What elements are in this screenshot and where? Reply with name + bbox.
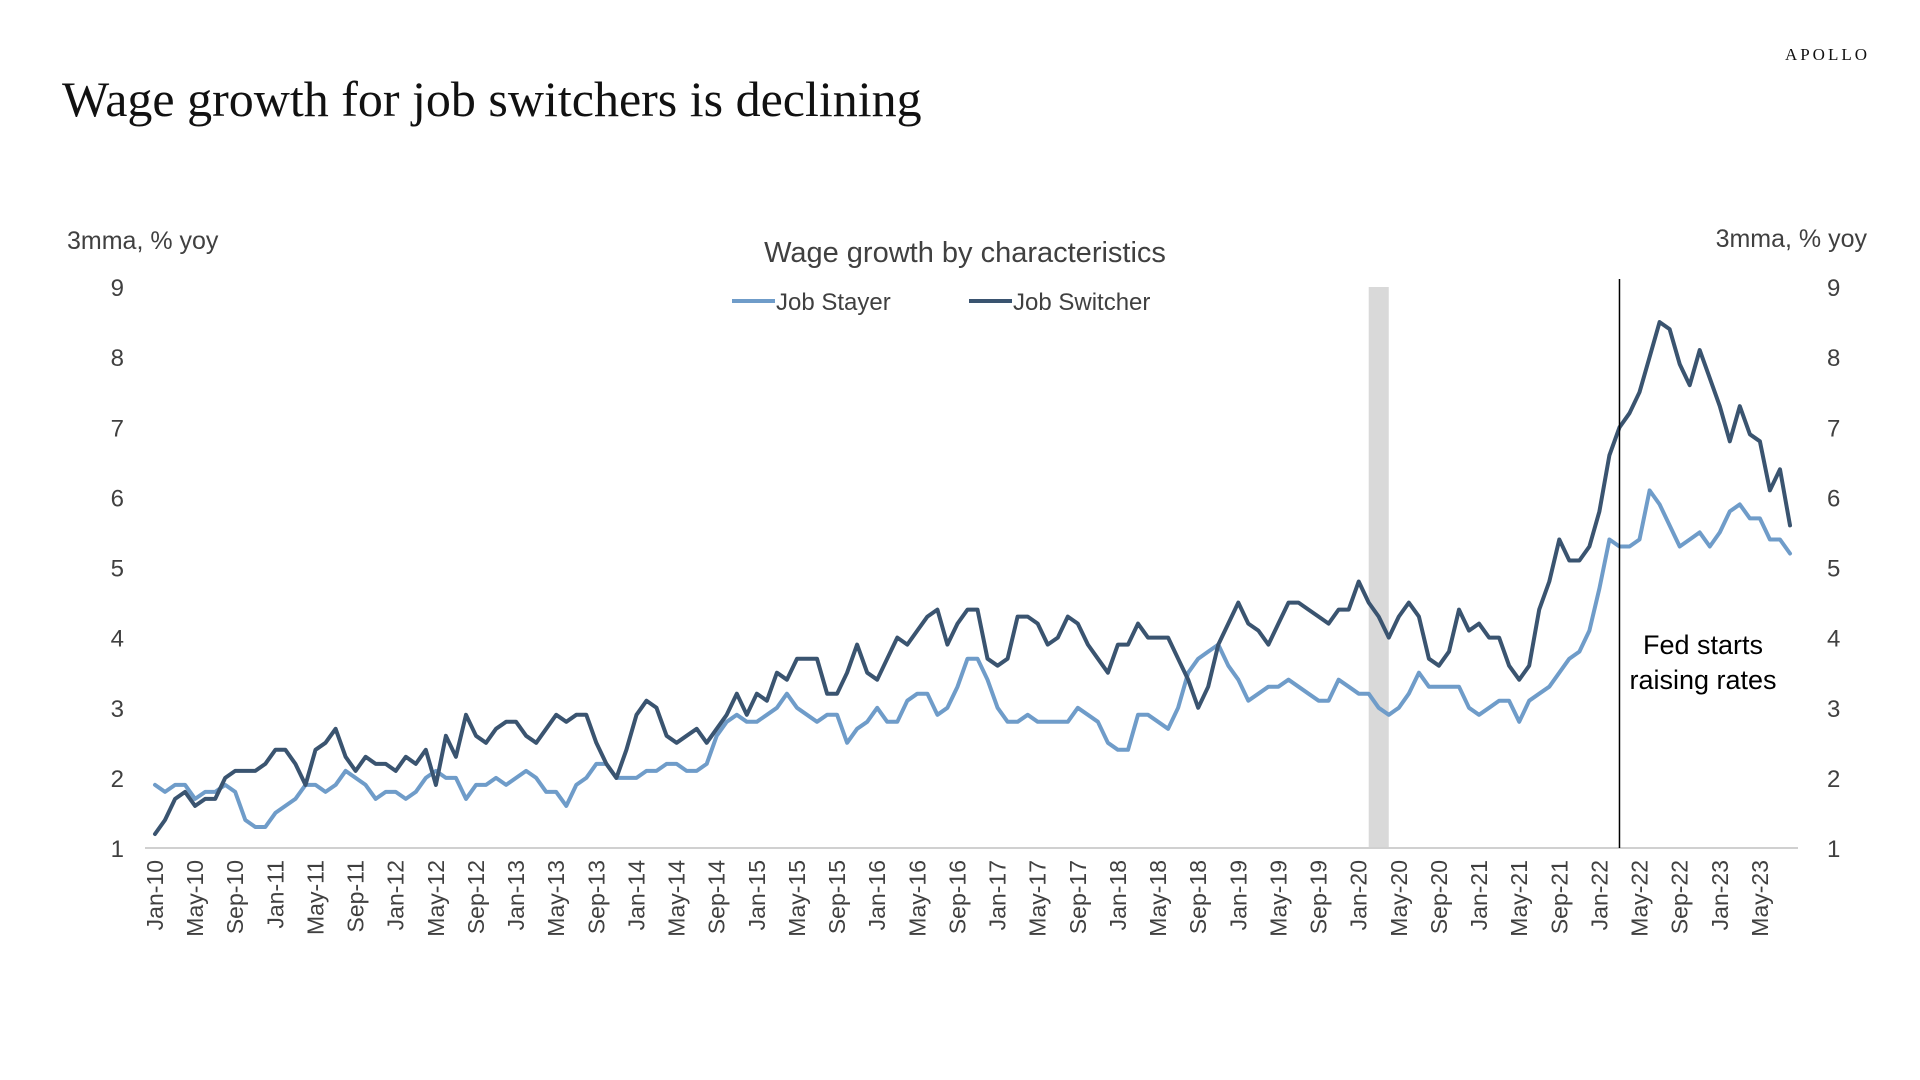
x-tick-label: Sep-15: [824, 860, 850, 934]
y-tick-label-right: 3: [1827, 696, 1840, 723]
fed-annotation-line: raising rates: [1629, 665, 1776, 695]
y-tick-label-right: 1: [1827, 836, 1840, 863]
x-tick-label: Jan-23: [1707, 860, 1733, 930]
y-tick-label-left: 5: [111, 556, 124, 583]
x-tick-label: May-10: [182, 860, 208, 937]
series-line-job-stayer: [153, 488, 1792, 829]
y-tick-label-left: 9: [111, 275, 124, 302]
y-tick-label-left: 1: [111, 836, 124, 863]
x-tick-label: May-11: [303, 860, 329, 935]
x-tick-label: May-12: [423, 860, 449, 937]
y-tick-label-right: 7: [1827, 415, 1840, 442]
x-tick-label: Sep-16: [945, 860, 971, 934]
x-tick-label: Jan-14: [624, 860, 650, 931]
x-tick-label: Sep-12: [463, 860, 489, 934]
fed-annotation-line: Fed starts: [1643, 630, 1763, 660]
left-axis-unit: 3mma, % yoy: [67, 227, 219, 255]
x-tick-label: Jan-12: [383, 860, 409, 930]
x-tick-label: May-23: [1747, 860, 1773, 937]
chart-title: Wage growth by characteristics: [764, 237, 1166, 269]
x-tick-label: May-15: [784, 860, 810, 937]
x-tick-label: Jan-13: [503, 860, 529, 930]
x-tick-label: May-14: [664, 860, 690, 937]
x-tick-label: Jan-15: [744, 860, 770, 930]
y-tick-label-left: 2: [111, 766, 124, 793]
x-tick-label: Sep-18: [1185, 860, 1211, 934]
legend: Job Stayer Job Switcher: [732, 289, 1150, 316]
x-tick-label: Sep-10: [222, 860, 248, 934]
brand-logo: APOLLO: [1784, 45, 1870, 64]
y-tick-label-right: 2: [1827, 766, 1840, 793]
x-tick-label: Jan-10: [142, 860, 168, 930]
y-tick-label-right: 6: [1827, 485, 1840, 512]
x-tick-label: May-22: [1627, 860, 1653, 937]
y-tick-label-right: 5: [1827, 556, 1840, 583]
x-tick-label: Sep-17: [1065, 860, 1091, 934]
legend-item-job-stayer: Job Stayer: [732, 289, 891, 316]
x-tick-label: Sep-13: [583, 860, 609, 934]
x-tick-label: May-21: [1506, 860, 1532, 937]
legend-label-job-switcher: Job Switcher: [1013, 289, 1150, 316]
x-tick-label: Sep-20: [1426, 860, 1452, 934]
x-tick-label: May-20: [1386, 860, 1412, 937]
x-tick-label: Jan-19: [1225, 860, 1251, 930]
y-tick-label-left: 6: [111, 485, 124, 512]
right-axis-unit: 3mma, % yoy: [1716, 225, 1868, 253]
x-tick-label: Sep-14: [704, 860, 730, 934]
y-tick-label-right: 9: [1827, 275, 1840, 302]
x-tick-label: May-16: [904, 860, 930, 937]
y-tick-label-left: 8: [111, 345, 124, 372]
x-tick-label: May-13: [543, 860, 569, 937]
x-tick-label: Jan-18: [1105, 860, 1131, 930]
x-tick-label: Jan-21: [1466, 860, 1492, 930]
y-tick-label-left: 4: [111, 626, 124, 653]
x-tick-label: Sep-11: [343, 860, 369, 932]
x-tick-label: Jan-22: [1586, 860, 1612, 930]
x-tick-label: Sep-19: [1306, 860, 1332, 934]
x-tick-label: Jan-17: [985, 860, 1011, 930]
page-title: Wage growth for job switchers is declini…: [62, 71, 922, 127]
series-line-job-switcher: [153, 320, 1792, 836]
y-tick-label-left: 7: [111, 415, 124, 442]
x-tick-label: Jan-20: [1346, 860, 1372, 930]
x-tick-label: Sep-21: [1546, 860, 1572, 934]
x-tick-label: May-19: [1265, 860, 1291, 937]
x-tick-label: Sep-22: [1667, 860, 1693, 934]
legend-item-job-switcher: Job Switcher: [969, 289, 1150, 316]
y-tick-label-left: 3: [111, 696, 124, 723]
recession-shading: [1368, 287, 1389, 848]
legend-label-job-stayer: Job Stayer: [776, 289, 891, 316]
y-tick-label-right: 8: [1827, 345, 1840, 372]
x-tick-label: Jan-16: [864, 860, 890, 930]
x-tick-label: May-18: [1145, 860, 1171, 937]
y-tick-label-right: 4: [1827, 626, 1840, 653]
x-tick-label: Jan-11: [262, 860, 288, 929]
x-tick-label: May-17: [1025, 860, 1051, 937]
